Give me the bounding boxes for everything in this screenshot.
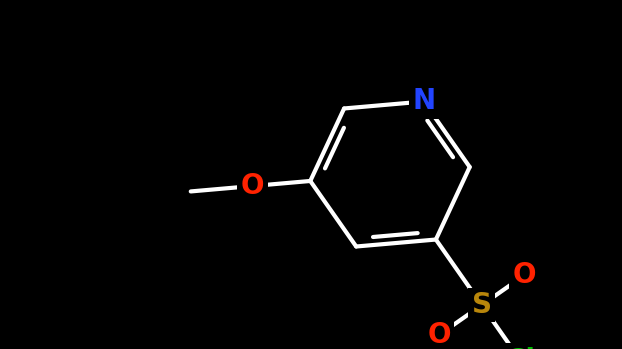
Text: S: S [471,291,492,319]
Text: O: O [241,172,264,200]
Text: O: O [427,321,451,349]
Text: Cl: Cl [506,347,536,349]
Text: O: O [513,261,536,289]
Text: N: N [412,88,435,116]
